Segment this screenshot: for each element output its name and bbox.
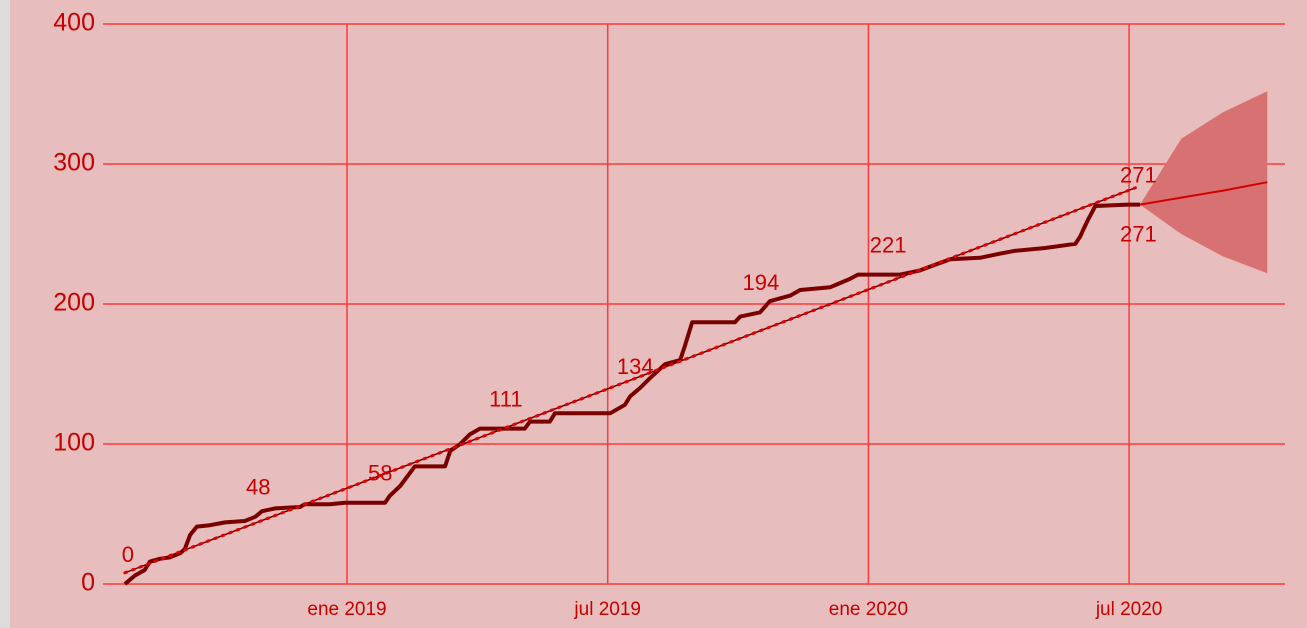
x-tick-label: jul 2020 bbox=[1095, 599, 1163, 620]
data-label: 134 bbox=[617, 354, 654, 379]
data-label: 194 bbox=[743, 270, 780, 295]
x-tick-label: ene 2020 bbox=[829, 599, 908, 620]
y-tick-label: 100 bbox=[53, 429, 95, 457]
data-label: 111 bbox=[489, 386, 522, 411]
forecast-band bbox=[1140, 91, 1268, 274]
y-tick-label: 300 bbox=[53, 149, 95, 177]
data-label: 58 bbox=[368, 461, 392, 486]
data-label: 271 bbox=[1120, 221, 1157, 246]
forecast-line bbox=[1139, 181, 1268, 206]
y-tick-label: 400 bbox=[53, 9, 95, 37]
plot-background bbox=[10, 0, 1307, 628]
data-label: 48 bbox=[246, 475, 270, 500]
cumulative-line bbox=[123, 202, 1141, 586]
x-tick-label: ene 2019 bbox=[307, 599, 386, 620]
trend-line bbox=[124, 187, 1136, 574]
data-label: 221 bbox=[870, 232, 907, 257]
y-tick-label: 200 bbox=[53, 289, 95, 317]
data-label: 271 bbox=[1120, 162, 1157, 187]
x-tick-label: jul 2019 bbox=[573, 599, 641, 620]
y-tick-label: 0 bbox=[81, 569, 95, 597]
data-label: 0 bbox=[122, 542, 134, 567]
